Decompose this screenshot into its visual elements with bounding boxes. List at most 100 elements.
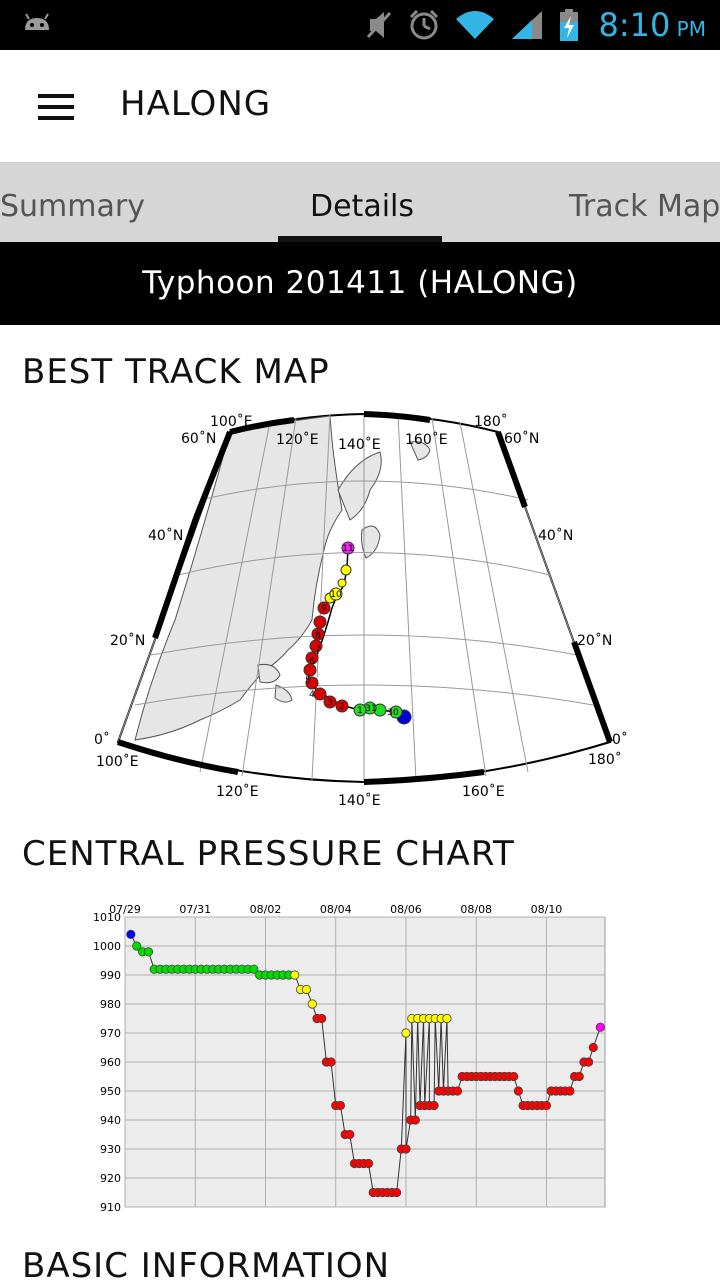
clock-ampm: PM xyxy=(676,17,706,41)
section-title-basic-info: BASIC INFORMATION xyxy=(22,1246,391,1286)
tab-track-map[interactable]: Track Map xyxy=(569,189,720,224)
chart-y-tick: 930 xyxy=(100,1143,121,1156)
clock-time: 8:10 xyxy=(598,6,671,44)
chart-point xyxy=(513,1086,523,1096)
map-lon-180-bottom: 180˚ xyxy=(588,751,622,768)
chart-point xyxy=(541,1100,552,1111)
track-label-30: 30 xyxy=(387,708,399,718)
chart-x-tick: 07/31 xyxy=(179,903,211,916)
chart-y-tick: 950 xyxy=(100,1085,121,1098)
chart-y-tick: 920 xyxy=(100,1172,121,1185)
chart-point xyxy=(509,1071,519,1082)
best-track-map: 30 31 1 2 3 4 5 6 7 8 9 10 11 100˚E 120˚… xyxy=(94,411,628,809)
chart-point xyxy=(588,1042,598,1053)
track-label-6: 6 xyxy=(309,657,315,667)
tab-indicator xyxy=(278,236,442,242)
chart-y-tick: 960 xyxy=(100,1056,121,1069)
chart-point xyxy=(132,941,142,951)
map-lat-40-right: 40˚N xyxy=(538,527,573,544)
map-lon-100-bottom: 100˚E xyxy=(96,753,139,770)
chart-x-tick: 08/10 xyxy=(531,903,563,916)
map-lat-20-left: 20˚N xyxy=(110,632,145,649)
map-lon-160-bottom: 160˚E xyxy=(462,783,505,800)
mute-icon xyxy=(366,11,392,39)
wifi-icon xyxy=(456,11,494,39)
map-lon-160: 160˚E xyxy=(405,431,448,448)
chart-x-tick: 07/29 xyxy=(109,903,141,916)
tab-summary[interactable]: Summary xyxy=(0,189,145,224)
track-label-1: 1 xyxy=(357,706,363,716)
track-label-9: 9 xyxy=(321,604,327,614)
map-lon-140: 140˚E xyxy=(338,436,381,453)
track-label-10: 10 xyxy=(330,590,342,600)
chart-x-tick: 08/02 xyxy=(250,903,282,916)
map-lat-60-left: 60˚N xyxy=(181,430,216,447)
chart-point xyxy=(290,970,300,980)
chart-point xyxy=(442,1013,452,1024)
map-lon-100: 100˚E xyxy=(210,413,253,430)
map-lon-140-bottom: 140˚E xyxy=(338,792,381,809)
chart-point xyxy=(143,947,154,957)
map-lat-0-right: 0˚ xyxy=(612,731,628,748)
chart-point xyxy=(335,1100,346,1111)
menu-icon[interactable] xyxy=(38,94,74,120)
track-label-7: 7 xyxy=(315,645,321,655)
tab-bar: Summary Details Track Map xyxy=(0,163,720,242)
chart-point xyxy=(452,1086,463,1096)
chart-point xyxy=(345,1129,355,1140)
track-label-11: 11 xyxy=(342,544,353,554)
chart-x-tick: 08/08 xyxy=(460,903,492,916)
map-lat-0-left: 0˚ xyxy=(94,731,110,748)
tab-details[interactable]: Details xyxy=(310,189,415,224)
alarm-icon xyxy=(409,9,439,40)
chart-y-tick: 970 xyxy=(100,1027,121,1040)
chart-point xyxy=(363,1158,374,1169)
chart-y-tick: 940 xyxy=(100,1114,121,1127)
clock: 8:10 PM xyxy=(598,6,706,44)
chart-point xyxy=(595,1022,605,1032)
map-lat-40-left: 40˚N xyxy=(148,527,183,544)
chart-point xyxy=(307,999,317,1009)
chart-point xyxy=(410,1115,420,1125)
chart-point xyxy=(401,1144,411,1154)
chart-point xyxy=(317,1013,327,1024)
signal-icon xyxy=(512,11,542,39)
chart-point xyxy=(401,1028,411,1038)
chart-point xyxy=(392,1187,402,1198)
track-label-5: 5 xyxy=(305,676,311,686)
track-label-4: 4 xyxy=(309,690,315,700)
map-lon-120: 120˚E xyxy=(276,431,319,448)
map-lat-60-right: 60˚N xyxy=(504,430,539,447)
track-label-8: 8 xyxy=(315,631,321,641)
storm-banner: Typhoon 201411 (HALONG) xyxy=(0,242,720,325)
pressure-chart: 1010 1000 990 980 970 960 950 940 930 920 910 07/29… xyxy=(93,903,606,1214)
chart-y-tick: 1010 xyxy=(93,911,121,924)
chart-point xyxy=(326,1057,336,1067)
chart-y-tick: 980 xyxy=(100,998,121,1011)
chart-x-tick: 08/06 xyxy=(390,903,422,916)
chart-y-tick: 990 xyxy=(100,969,121,982)
chart-point xyxy=(429,1100,439,1111)
chart-point xyxy=(126,929,136,940)
map-lon-180: 180˚ xyxy=(474,413,508,430)
chart-point xyxy=(565,1086,575,1096)
map-lat-20-right: 20˚N xyxy=(577,632,612,649)
chart-y-tick: 910 xyxy=(100,1201,121,1214)
status-bar: 8:10 PM xyxy=(0,0,720,50)
chart-point xyxy=(249,964,259,974)
track-label-2: 2 xyxy=(339,702,345,712)
app-title: HALONG xyxy=(120,84,272,124)
section-title-track-map: BEST TRACK MAP xyxy=(22,352,330,392)
chart-point xyxy=(584,1057,594,1067)
battery-icon xyxy=(560,9,578,41)
track-label-3: 3 xyxy=(327,698,333,708)
app-bar: HALONG xyxy=(0,50,720,163)
chart-y-tick: 1000 xyxy=(93,940,121,953)
chart-x-tick: 08/04 xyxy=(320,903,352,916)
android-icon xyxy=(25,13,49,30)
track-label-31: 31 xyxy=(365,704,376,714)
chart-point xyxy=(301,984,312,995)
chart-point xyxy=(574,1071,584,1082)
section-title-pressure: CENTRAL PRESSURE CHART xyxy=(22,834,515,874)
map-lon-120-bottom: 120˚E xyxy=(216,783,259,800)
